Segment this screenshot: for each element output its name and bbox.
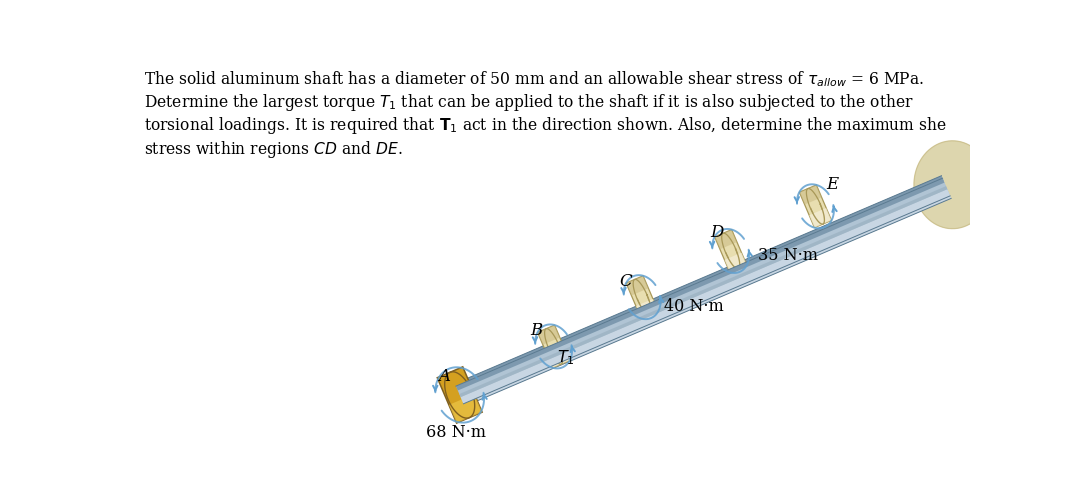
- Text: A: A: [438, 368, 451, 385]
- Polygon shape: [810, 208, 831, 228]
- Text: D: D: [710, 224, 723, 241]
- Polygon shape: [455, 176, 944, 390]
- Polygon shape: [537, 325, 570, 368]
- Polygon shape: [549, 344, 562, 364]
- Polygon shape: [449, 394, 482, 423]
- Polygon shape: [456, 178, 945, 390]
- Text: Determine the largest torque $T_1$ that can be applied to the shaft if it is als: Determine the largest torque $T_1$ that …: [144, 92, 913, 114]
- Polygon shape: [437, 367, 482, 423]
- Polygon shape: [459, 186, 947, 397]
- Polygon shape: [638, 295, 651, 315]
- Text: stress within regions $CD$ and $DE$.: stress within regions $CD$ and $DE$.: [144, 138, 402, 160]
- Text: C: C: [618, 272, 631, 289]
- Text: $T_1$: $T_1$: [558, 348, 575, 366]
- Polygon shape: [626, 276, 649, 295]
- Polygon shape: [626, 276, 658, 318]
- Polygon shape: [715, 230, 737, 250]
- Polygon shape: [726, 249, 739, 269]
- Polygon shape: [811, 204, 825, 224]
- Polygon shape: [459, 186, 948, 398]
- Text: B: B: [531, 322, 543, 339]
- Polygon shape: [537, 325, 560, 345]
- Polygon shape: [461, 190, 950, 404]
- Polygon shape: [799, 185, 822, 204]
- Polygon shape: [461, 190, 951, 406]
- Text: torsional loadings. It is required that $\mathbf{T}_1$ act in the direction show: torsional loadings. It is required that …: [144, 116, 947, 136]
- Polygon shape: [799, 185, 831, 228]
- Polygon shape: [636, 299, 658, 318]
- Polygon shape: [455, 176, 951, 406]
- Polygon shape: [456, 178, 950, 404]
- Text: The solid aluminum shaft has a diameter of 50 mm and an allowable shear stress o: The solid aluminum shaft has a diameter …: [144, 69, 924, 89]
- Polygon shape: [915, 141, 991, 229]
- Text: 68 N·m: 68 N·m: [426, 424, 485, 442]
- Text: 35 N·m: 35 N·m: [758, 247, 817, 264]
- Text: E: E: [826, 176, 839, 194]
- Polygon shape: [715, 230, 747, 272]
- Polygon shape: [547, 348, 570, 368]
- Polygon shape: [724, 252, 747, 272]
- Text: 40 N·m: 40 N·m: [664, 298, 723, 315]
